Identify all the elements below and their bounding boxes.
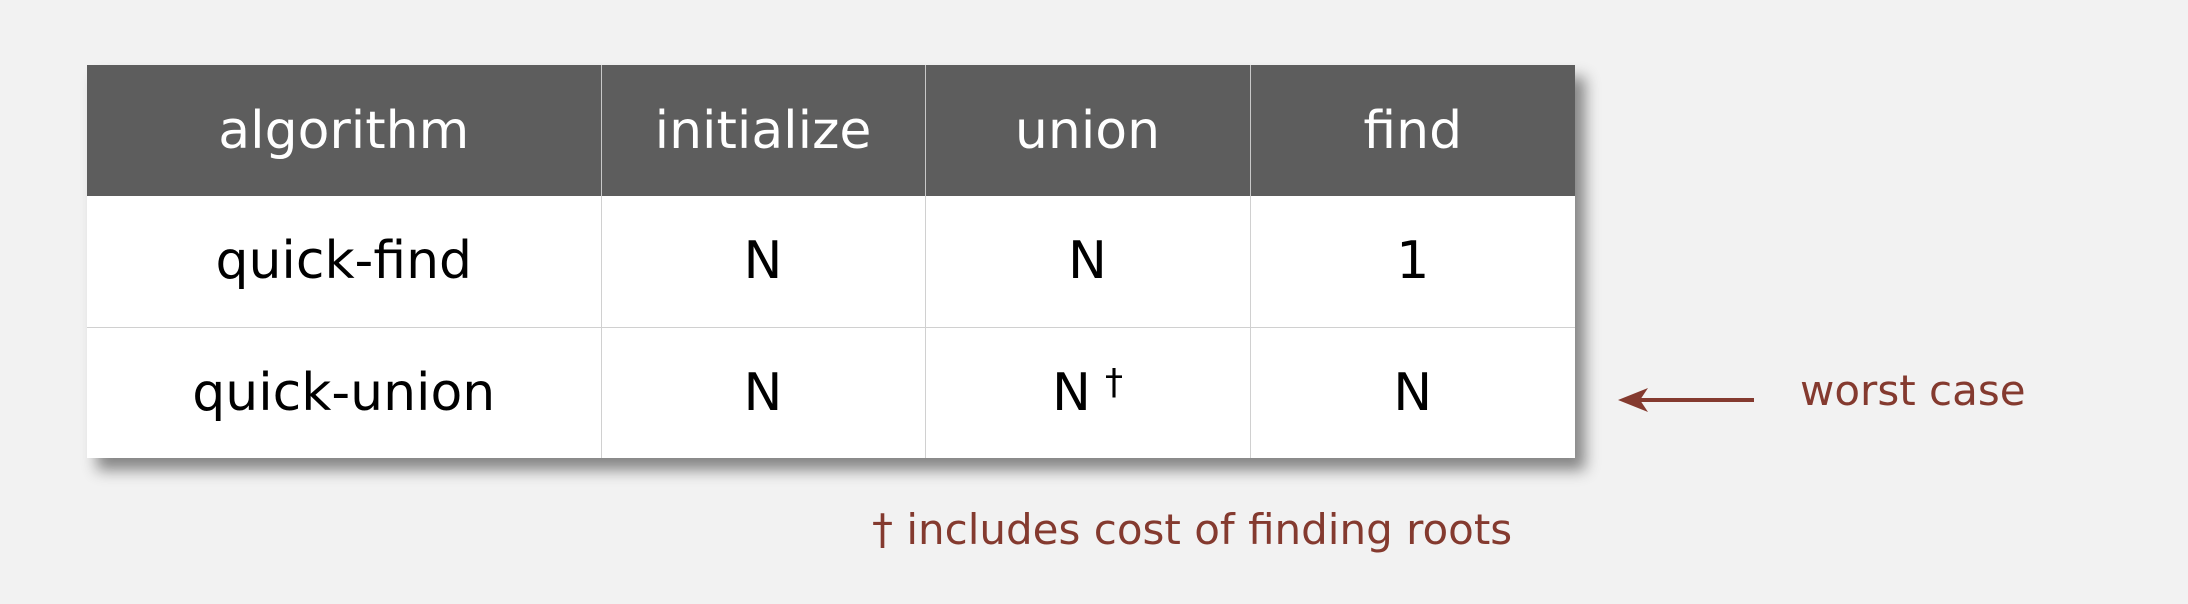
cell-find: 1 [1249,196,1575,327]
cell-algorithm: quick-union [87,326,601,458]
header-find: find [1249,65,1575,196]
header-initialize: initialize [600,65,925,196]
table-row: quick-find N N 1 [87,196,1575,327]
cell-initialize: N [600,196,925,327]
dagger-mark: † [1104,361,1123,403]
header-union: union [924,65,1250,196]
cell-union: N † [924,326,1250,458]
cell-algorithm: quick-find [215,231,473,292]
cell-union-value: N [1052,362,1091,423]
header-row: algorithm initialize union find [87,65,1575,196]
cell-union: N [924,196,1250,327]
cell-initialize: N [600,326,925,458]
header-algorithm: algorithm [87,65,601,196]
cost-table: algorithm initialize union find quick-fi… [87,65,1575,458]
cell-find: N [1249,326,1575,458]
table-row: quick-union N N † N [87,326,1575,458]
worst-case-label: worst case [1800,366,2026,415]
footnote: † includes cost of finding roots [872,505,1513,554]
left-arrow-icon [1618,388,1754,412]
